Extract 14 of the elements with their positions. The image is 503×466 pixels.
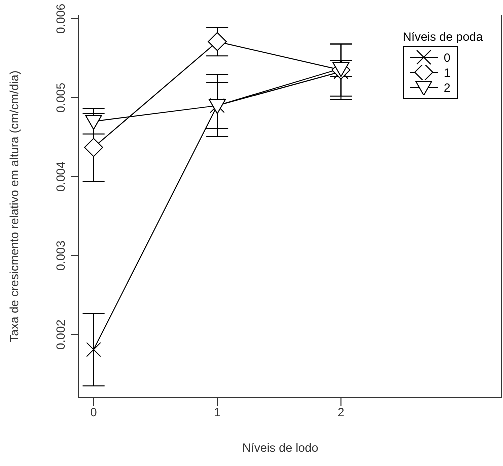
legend-label: 1 — [444, 66, 451, 80]
legend-label: 2 — [444, 80, 451, 94]
y-tick-label: 0.003 — [54, 240, 68, 271]
legend-label: 0 — [444, 50, 451, 64]
x-tick-label: 2 — [338, 406, 345, 420]
x-axis-title: Níveis de lodo — [242, 441, 319, 455]
y-tick-label: 0.005 — [54, 82, 68, 113]
y-axis-title: Taxa de cresicmento relativo em altura (cm/cm/dia) — [7, 70, 22, 342]
x-tick-label: 0 — [90, 406, 98, 420]
legend-title: Níveis de poda — [402, 30, 483, 44]
y-tick-label: 0.004 — [54, 162, 68, 192]
y-tick-label: 0.002 — [54, 319, 68, 350]
y-tick-label: 0.006 — [54, 4, 68, 34]
x-tick-label: 1 — [214, 406, 222, 420]
